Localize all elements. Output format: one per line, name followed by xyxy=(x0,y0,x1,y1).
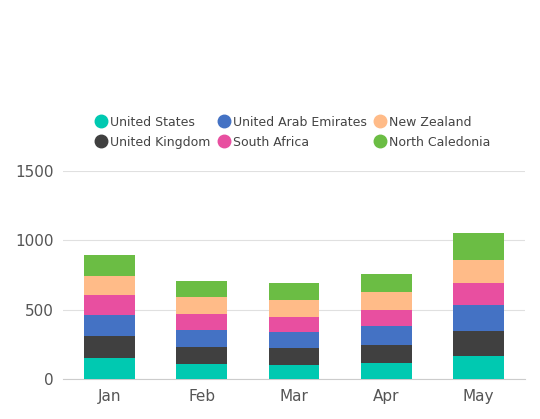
Bar xyxy=(361,344,411,362)
Bar xyxy=(453,305,504,331)
Bar xyxy=(269,317,320,332)
Legend: United States, United Kingdom, United Arab Emirates, South Africa, New Zealand, : United States, United Kingdom, United Ar… xyxy=(91,110,497,155)
Bar xyxy=(84,295,135,316)
Bar xyxy=(177,297,227,314)
Bar xyxy=(177,281,227,297)
Bar xyxy=(453,260,504,282)
Bar xyxy=(177,314,227,330)
Bar xyxy=(269,348,320,365)
Bar xyxy=(269,300,320,317)
Bar xyxy=(361,362,411,379)
Bar xyxy=(453,282,504,305)
Bar xyxy=(84,277,135,295)
Bar xyxy=(84,255,135,277)
Bar xyxy=(177,364,227,379)
Bar xyxy=(84,316,135,336)
Bar xyxy=(269,283,320,300)
Bar xyxy=(177,347,227,364)
Bar xyxy=(177,330,227,347)
Bar xyxy=(84,358,135,379)
Bar xyxy=(84,336,135,358)
Bar xyxy=(361,310,411,326)
Bar xyxy=(453,233,504,260)
Bar xyxy=(361,292,411,310)
Bar xyxy=(453,331,504,356)
Bar xyxy=(453,356,504,379)
Bar xyxy=(361,274,411,292)
Bar xyxy=(269,332,320,348)
Bar xyxy=(361,326,411,344)
Bar xyxy=(269,365,320,379)
